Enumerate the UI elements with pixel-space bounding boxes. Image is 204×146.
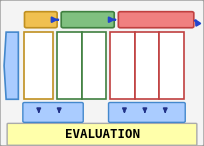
FancyBboxPatch shape <box>24 12 57 28</box>
FancyBboxPatch shape <box>109 102 185 122</box>
Bar <box>159 32 184 99</box>
Polygon shape <box>4 32 18 99</box>
Bar <box>24 32 53 99</box>
FancyBboxPatch shape <box>61 12 114 28</box>
Text: EVALUATION: EVALUATION <box>64 128 140 141</box>
Bar <box>57 32 82 99</box>
FancyBboxPatch shape <box>118 12 194 28</box>
FancyBboxPatch shape <box>23 102 83 122</box>
FancyBboxPatch shape <box>7 123 197 145</box>
Bar <box>135 32 159 99</box>
Bar <box>82 32 106 99</box>
Bar <box>110 32 135 99</box>
